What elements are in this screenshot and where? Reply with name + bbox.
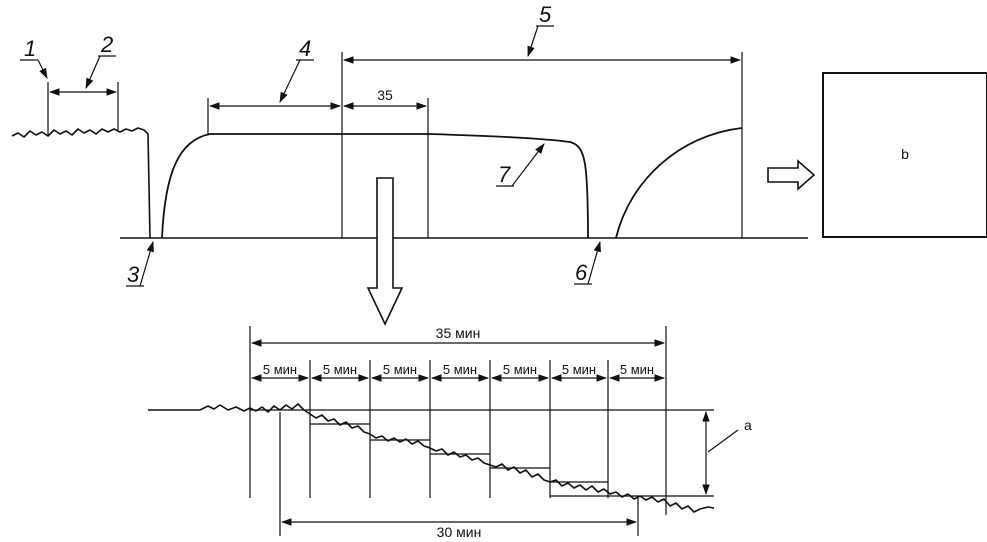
box-b — [822, 72, 987, 238]
box-b-label: b — [901, 146, 909, 162]
callout-2: 2 — [85, 32, 116, 89]
callout-4-leader — [279, 59, 301, 103]
detail-diagram: 35 мин 5 мин 5 мин 5 мин 5 мин 5 мин 5 м… — [148, 325, 752, 540]
dimension-30-min-label: 30 мин — [437, 524, 482, 540]
callout-3-number: 3 — [127, 262, 140, 287]
drift-label: a — [744, 417, 752, 433]
callout-1-number: 1 — [24, 36, 36, 61]
drift-noisy-trace — [148, 403, 715, 513]
callout-7: 7 — [496, 143, 545, 187]
callout-5-number: 5 — [539, 2, 552, 27]
initial-noisy-trace — [11, 127, 151, 239]
callout-3: 3 — [126, 240, 154, 287]
interval-label-6: 5 мин — [562, 362, 596, 377]
callout-4-number: 4 — [299, 36, 311, 61]
dimension-35-label: 35 — [377, 87, 393, 103]
callout-2-number: 2 — [100, 32, 113, 57]
interval-label-2: 5 мин — [323, 362, 357, 377]
callout-1-leader — [37, 59, 48, 79]
open-arrow-right-icon — [767, 159, 816, 191]
callout-4: 4 — [279, 36, 314, 103]
callout-7-number: 7 — [498, 162, 511, 187]
interval-label-3: 5 мин — [383, 362, 417, 377]
step-averages — [310, 423, 608, 483]
interval-label-1: 5 мин — [263, 362, 297, 377]
interval-row: 5 мин 5 мин 5 мин 5 мин 5 мин 5 мин 5 ми… — [250, 362, 666, 382]
callout-3-leader — [139, 240, 154, 287]
callout-6: 6 — [574, 240, 601, 285]
callout-2-leader — [85, 55, 101, 89]
recovery-curve — [615, 127, 743, 239]
open-arrow-down-icon — [366, 177, 404, 326]
interval-label-4: 5 мин — [443, 362, 477, 377]
interval-label-5: 5 мин — [503, 362, 537, 377]
dimension-35-min-label: 35 мин — [436, 325, 481, 341]
callout-5-leader — [527, 25, 539, 58]
callout-6-number: 6 — [575, 260, 588, 285]
drift-leader — [707, 429, 739, 453]
interval-label-7: 5 мин — [620, 362, 654, 377]
callout-1: 1 — [20, 36, 48, 79]
callout-6-leader — [587, 240, 601, 285]
callout-7-leader — [511, 143, 545, 187]
callout-5: 5 — [527, 2, 554, 58]
top-diagram: 35 1 2 3 4 5 — [11, 2, 987, 326]
main-plateau-curve — [161, 133, 589, 239]
